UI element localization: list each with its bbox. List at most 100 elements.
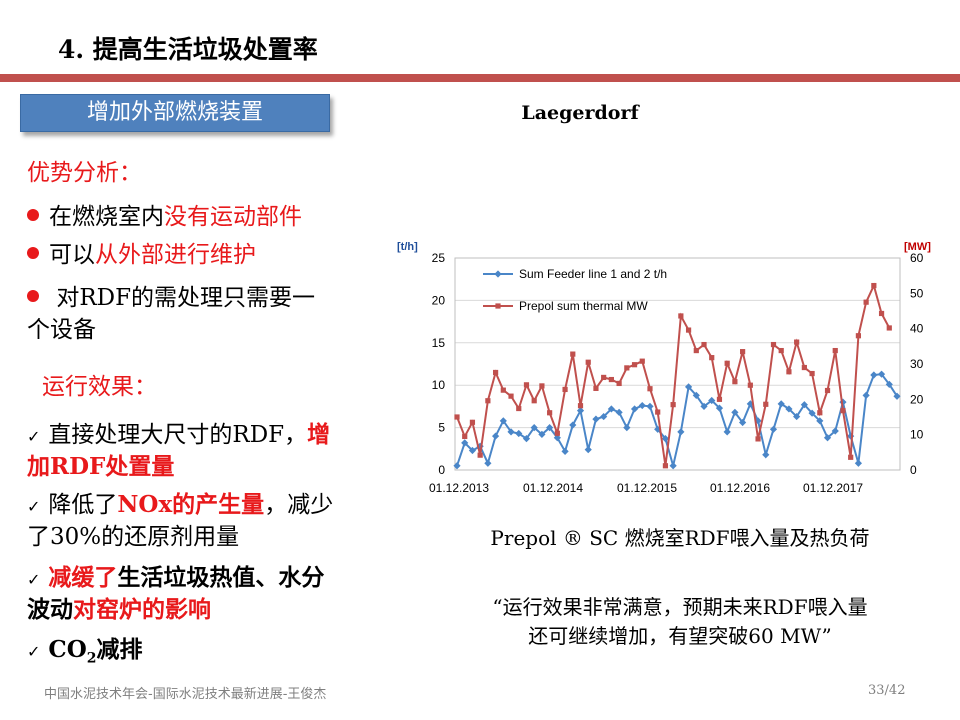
- effect-item-3-continued: 波动对窑炉的影响: [27, 595, 211, 625]
- page-number: 33/42: [868, 683, 906, 698]
- advantage-item-text: 可以: [49, 242, 95, 268]
- quote-line-2: 还可继续增加，有望突破60 MW”: [528, 624, 832, 648]
- checkmark-icon: ✓: [27, 497, 41, 516]
- data-point-square: [817, 410, 823, 416]
- footer-text: 中国水泥技术年会-国际水泥技术最新进展-王俊杰: [44, 687, 327, 702]
- data-point-square: [485, 398, 491, 404]
- data-point-diamond: [515, 429, 523, 438]
- data-point-diamond: [630, 405, 639, 413]
- data-point-diamond: [684, 383, 693, 391]
- data-point-diamond: [862, 391, 870, 399]
- data-point-diamond: [723, 428, 731, 436]
- advantage-item-text: 对RDF的需处理只需要一: [56, 285, 316, 311]
- data-point-square: [585, 359, 591, 365]
- data-point-diamond: [823, 434, 832, 442]
- chart-title: Laegerdorf: [521, 102, 639, 124]
- data-point-square: [516, 405, 522, 412]
- data-point-square: [709, 355, 715, 361]
- effect-item-highlight: 减缓了: [48, 564, 118, 591]
- data-point-square: [454, 414, 460, 420]
- effect-item-highlight: 对窑炉的影响: [73, 596, 211, 623]
- data-point-square: [531, 398, 537, 404]
- effect-item-1-continued: 加RDF处置量: [27, 453, 175, 480]
- data-point-diamond: [461, 439, 469, 447]
- data-point-square: [747, 382, 753, 388]
- data-point-square: [539, 383, 545, 389]
- bullet-icon: [27, 290, 39, 302]
- data-point-square: [778, 347, 784, 354]
- title-divider: [0, 74, 960, 82]
- data-point-square: [469, 419, 476, 425]
- legend-label: Sum Feeder line 1 and 2 t/h: [519, 267, 667, 281]
- data-point-square: [639, 358, 645, 364]
- data-point-diamond: [854, 459, 863, 467]
- data-point-diamond: [623, 424, 631, 432]
- data-point-square: [647, 386, 653, 392]
- data-point-square: [863, 299, 869, 305]
- data-point-diamond: [661, 435, 670, 443]
- data-point-square: [770, 341, 777, 348]
- effect-item-text: 降低了: [48, 492, 118, 518]
- data-point-square: [523, 382, 530, 388]
- advantage-item-1: 在燃烧室内没有运动部件: [27, 202, 302, 232]
- y-right-tick-label: 10: [910, 428, 924, 442]
- y-left-tick-label: 0: [438, 463, 445, 477]
- data-point-diamond: [669, 462, 677, 470]
- data-point-diamond: [592, 415, 600, 423]
- data-point-square: [855, 333, 862, 339]
- data-point-diamond: [777, 400, 785, 408]
- plot-border: [454, 257, 901, 471]
- y-right-tick-label: 30: [910, 357, 924, 371]
- x-tick-label: 01.12.2014: [523, 481, 583, 495]
- data-point-diamond: [708, 396, 716, 405]
- data-point-square: [832, 347, 838, 354]
- data-point-square: [601, 374, 607, 381]
- data-point-diamond: [553, 434, 561, 442]
- effect-item-bold: 波动: [27, 596, 73, 623]
- data-point-square: [624, 365, 630, 371]
- advantage-item-3-continued: 个设备: [27, 317, 96, 343]
- y-right-tick-label: 40: [910, 322, 924, 336]
- data-point-square: [801, 364, 807, 371]
- data-point-square: [508, 393, 514, 399]
- advantage-item-3: 对RDF的需处理只需要一: [27, 283, 315, 313]
- legend-marker-diamond: [494, 270, 502, 278]
- data-point-square: [655, 409, 661, 415]
- data-point-square: [732, 379, 738, 385]
- data-point-diamond: [654, 425, 662, 433]
- data-point-diamond: [700, 402, 708, 410]
- series-line-1: [456, 373, 898, 467]
- data-point-square: [670, 402, 676, 408]
- advantage-item-highlight: 没有运动部件: [164, 204, 302, 230]
- data-point-square: [500, 387, 506, 393]
- data-point-diamond: [831, 427, 839, 435]
- data-point-diamond: [870, 371, 878, 379]
- co2-reduction-text: 减排: [96, 636, 143, 663]
- data-point-diamond: [754, 417, 762, 425]
- effect-item-1: ✓ 直接处理大尺寸的RDF，增: [27, 420, 330, 452]
- data-point-diamond: [762, 451, 770, 459]
- quote-line-1: “运行效果非常满意，预期未来RDF喂入量: [492, 595, 868, 619]
- co2-subscript: 2: [86, 650, 97, 667]
- checkmark-icon: ✓: [27, 427, 41, 446]
- effect-item-2-continued: 了30%的还原剂用量: [27, 524, 240, 550]
- y-right-tick-label: 50: [910, 286, 924, 300]
- data-point-diamond: [731, 408, 739, 416]
- effects-heading: 运行效果：: [42, 374, 157, 400]
- data-point-square: [878, 310, 885, 317]
- data-point-diamond: [491, 432, 500, 440]
- data-point-square: [631, 362, 638, 368]
- data-point-square: [848, 454, 854, 460]
- data-point-square: [554, 430, 560, 436]
- effect-item-4: ✓ CO2减排: [27, 635, 143, 674]
- co2-text: CO: [48, 636, 87, 663]
- effect-item-text: 直接处理大尺寸的RDF，: [48, 422, 308, 448]
- section-label-box: 增加外部燃烧装置: [20, 94, 330, 132]
- data-point-square: [462, 433, 468, 440]
- data-point-square: [662, 463, 669, 469]
- checkmark-icon: ✓: [27, 642, 41, 661]
- legend-marker-square: [495, 303, 501, 309]
- y-right-tick-label: 20: [910, 392, 924, 406]
- y-right-unit: [MW]: [904, 241, 931, 253]
- data-point-square: [763, 401, 769, 407]
